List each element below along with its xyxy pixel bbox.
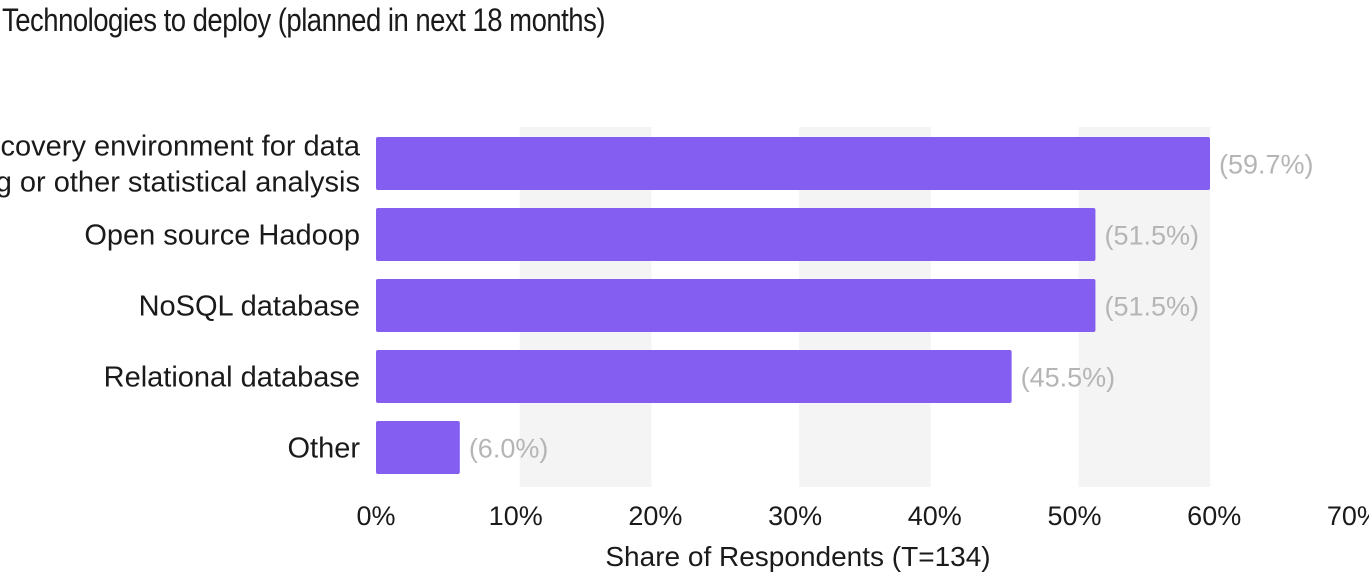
- x-tick-label: 20%: [628, 501, 682, 531]
- x-tick-label: 40%: [908, 501, 962, 531]
- category-label: Other: [287, 433, 360, 465]
- value-label: (6.0%): [469, 434, 549, 464]
- value-label: (51.5%): [1104, 292, 1199, 322]
- value-label: (59.7%): [1219, 150, 1314, 180]
- category-label: Open source Hadoop: [84, 220, 360, 252]
- value-label: (51.5%): [1104, 221, 1199, 251]
- category-labels: Discovery environment for data mining or …: [0, 131, 361, 465]
- category-label: mining or other statistical analysis: [0, 167, 360, 199]
- bars: [376, 137, 1211, 474]
- value-labels: (59.7%) (51.5%) (51.5%) (45.5%) (6.0%): [469, 150, 1314, 464]
- bar: [376, 279, 1096, 332]
- x-tick-label: 70%: [1327, 501, 1369, 531]
- bar: [376, 137, 1211, 190]
- x-tick-label: 50%: [1047, 501, 1101, 531]
- x-tick-label: 0%: [356, 501, 395, 531]
- category-label: Discovery environment for data: [0, 131, 361, 163]
- bar: [376, 350, 1012, 403]
- x-axis-title: Share of Respondents (T=134): [605, 541, 990, 572]
- category-label: Relational database: [104, 362, 360, 394]
- category-label: NoSQL database: [139, 291, 360, 323]
- x-tick-label: 60%: [1187, 501, 1241, 531]
- chart-title: Technologies to deploy (planned in next …: [2, 2, 606, 38]
- bar: [376, 208, 1096, 261]
- x-tick-labels: 0% 10% 20% 30% 40% 50% 60% 70%: [356, 501, 1369, 531]
- bar: [376, 421, 460, 474]
- x-tick-label: 30%: [768, 501, 822, 531]
- x-tick-label: 10%: [489, 501, 543, 531]
- value-label: (45.5%): [1021, 363, 1116, 393]
